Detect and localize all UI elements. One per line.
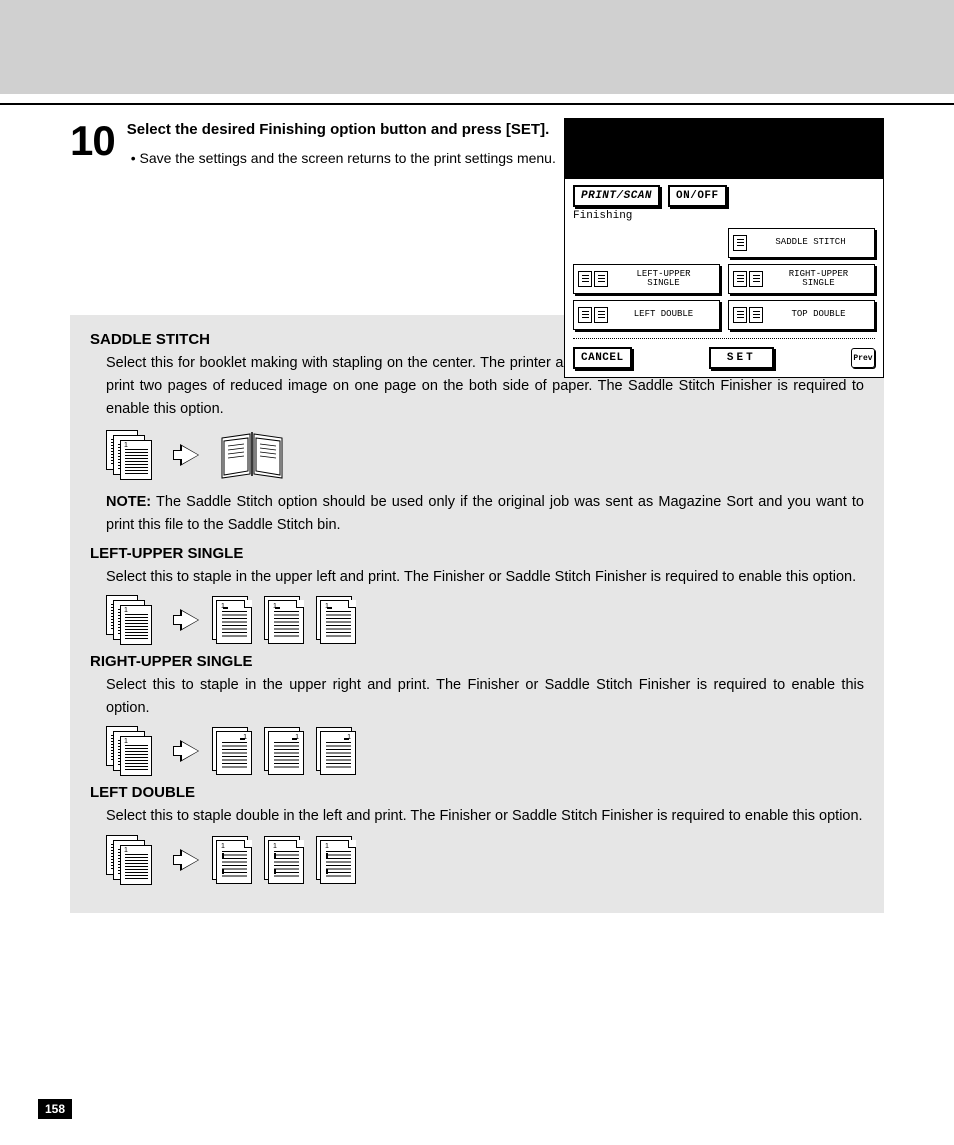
- sec-rightupper-head: RIGHT-UPPER SINGLE: [90, 653, 864, 670]
- leftupper-diagram: 1 1 1 1: [106, 595, 864, 645]
- opt-right-upper-single[interactable]: RIGHT-UPPER SINGLE: [728, 264, 875, 294]
- page-number: 158: [38, 1099, 72, 1119]
- stapled-doc-icon: 1: [316, 596, 358, 644]
- stapled-doc-icon: 1: [212, 836, 254, 884]
- opt-top-double[interactable]: TOP DOUBLE: [728, 300, 875, 330]
- lcd-black-bar: [565, 119, 883, 179]
- doc-icon: [733, 307, 747, 323]
- doc-icon: [578, 271, 592, 287]
- doc-icon: [578, 307, 592, 323]
- note-body: The Saddle Stitch option should be used …: [106, 494, 864, 533]
- opt-left-double[interactable]: LEFT DOUBLE: [573, 300, 720, 330]
- page-content: 10 Select the desired Finishing option b…: [70, 120, 884, 913]
- arrow-icon: [170, 446, 198, 464]
- doc-icon: [749, 307, 763, 323]
- sec-saddle-note: NOTE: The Saddle Stitch option should be…: [106, 491, 864, 537]
- stapled-doc-icon: 1: [316, 836, 358, 884]
- opt-left-upper-single[interactable]: LEFT-UPPER SINGLE: [573, 264, 720, 294]
- stapled-doc-icon: 1: [212, 596, 254, 644]
- page-stack-icon: 1: [106, 726, 156, 776]
- stapled-doc-icon: 1: [264, 836, 306, 884]
- info-box: SADDLE STITCH Select this for booklet ma…: [70, 315, 884, 913]
- doc-icon: [733, 271, 747, 287]
- opt-saddle-stitch[interactable]: SADDLE STITCH: [728, 228, 875, 258]
- lcd-screenshot: PRINT/SCAN ON/OFF Finishing SADDLE STITC…: [564, 118, 884, 378]
- printscan-tab[interactable]: PRINT/SCAN: [573, 185, 660, 207]
- sec-leftdouble-head: LEFT DOUBLE: [90, 784, 864, 801]
- opt-left-double-label: LEFT DOUBLE: [612, 310, 715, 319]
- stapled-doc-icon: 1: [316, 727, 358, 775]
- header-rule: [0, 103, 954, 105]
- booklet-icon: [212, 428, 292, 483]
- doc-icon: [594, 307, 608, 323]
- header-band: [0, 0, 954, 94]
- sec-leftupper-head: LEFT-UPPER SINGLE: [90, 545, 864, 562]
- cancel-button[interactable]: CANCEL: [573, 347, 632, 369]
- arrow-icon: [170, 611, 198, 629]
- stapled-doc-icon: 1: [264, 596, 306, 644]
- onoff-button[interactable]: ON/OFF: [668, 185, 727, 207]
- doc-icon: [749, 271, 763, 287]
- opt-saddle-label: SADDLE STITCH: [751, 238, 870, 247]
- doc-icon: [594, 271, 608, 287]
- page-stack-icon: 1: [106, 835, 156, 885]
- set-button[interactable]: SET: [709, 347, 774, 369]
- stapled-doc-icon: 1: [212, 727, 254, 775]
- arrow-icon: [170, 851, 198, 869]
- page-stack-icon: 1: [106, 430, 156, 480]
- prev-button[interactable]: Prev: [851, 348, 875, 368]
- sec-leftdouble-body: Select this to staple double in the left…: [106, 805, 864, 828]
- step-number: 10: [70, 120, 115, 162]
- saddle-diagram: 1: [106, 428, 864, 483]
- rightupper-diagram: 1 1 1 1: [106, 726, 864, 776]
- page-stack-icon: 1: [106, 595, 156, 645]
- note-label: NOTE:: [106, 494, 151, 510]
- opt-right-upper-label: RIGHT-UPPER SINGLE: [767, 270, 870, 289]
- sec-leftupper-body: Select this to staple in the upper left …: [106, 566, 864, 589]
- leftdouble-diagram: 1 1 1 1: [106, 835, 864, 885]
- opt-left-upper-label: LEFT-UPPER SINGLE: [612, 270, 715, 289]
- opt-top-double-label: TOP DOUBLE: [767, 310, 870, 319]
- arrow-icon: [170, 742, 198, 760]
- stapled-doc-icon: 1: [264, 727, 306, 775]
- lcd-subtitle: Finishing: [573, 210, 875, 222]
- saddle-icon: [733, 235, 747, 251]
- sec-rightupper-body: Select this to staple in the upper right…: [106, 674, 864, 720]
